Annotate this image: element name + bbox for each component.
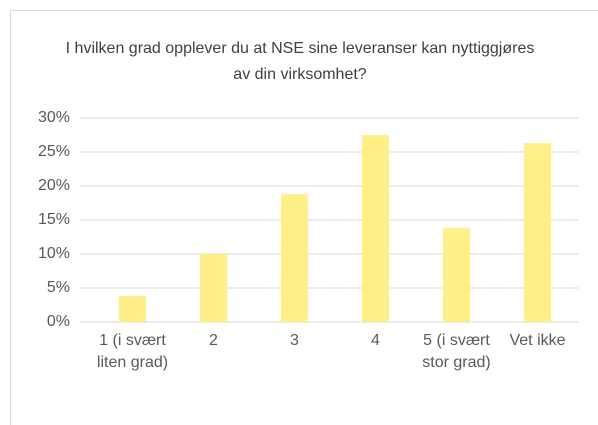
y-tick-label: 30%	[37, 109, 70, 126]
bar	[524, 143, 551, 322]
bar	[443, 228, 470, 322]
y-tick-label: 5%	[46, 279, 70, 296]
bar	[200, 254, 227, 322]
x-tick-label: 1 (i svært liten grad)	[96, 332, 169, 371]
y-tick-label: 10%	[37, 245, 70, 262]
y-tick-label: 25%	[37, 143, 70, 160]
y-tick-label: 20%	[37, 177, 70, 194]
chart-border	[10, 10, 598, 425]
x-tick-label: 5 (i svært stor grad)	[422, 332, 491, 371]
x-tick-label: Vet ikke	[509, 332, 566, 349]
x-tick-label: 2	[209, 332, 218, 349]
x-tick-label: 3	[290, 332, 299, 349]
chart-title: I hvilken grad opplever du at NSE sine l…	[65, 40, 535, 83]
y-tick-label: 15%	[37, 211, 70, 228]
y-tick-label: 0%	[46, 313, 70, 330]
bar	[119, 296, 146, 322]
bar	[281, 194, 308, 322]
x-tick-label: 4	[371, 332, 380, 349]
bar	[362, 135, 389, 322]
